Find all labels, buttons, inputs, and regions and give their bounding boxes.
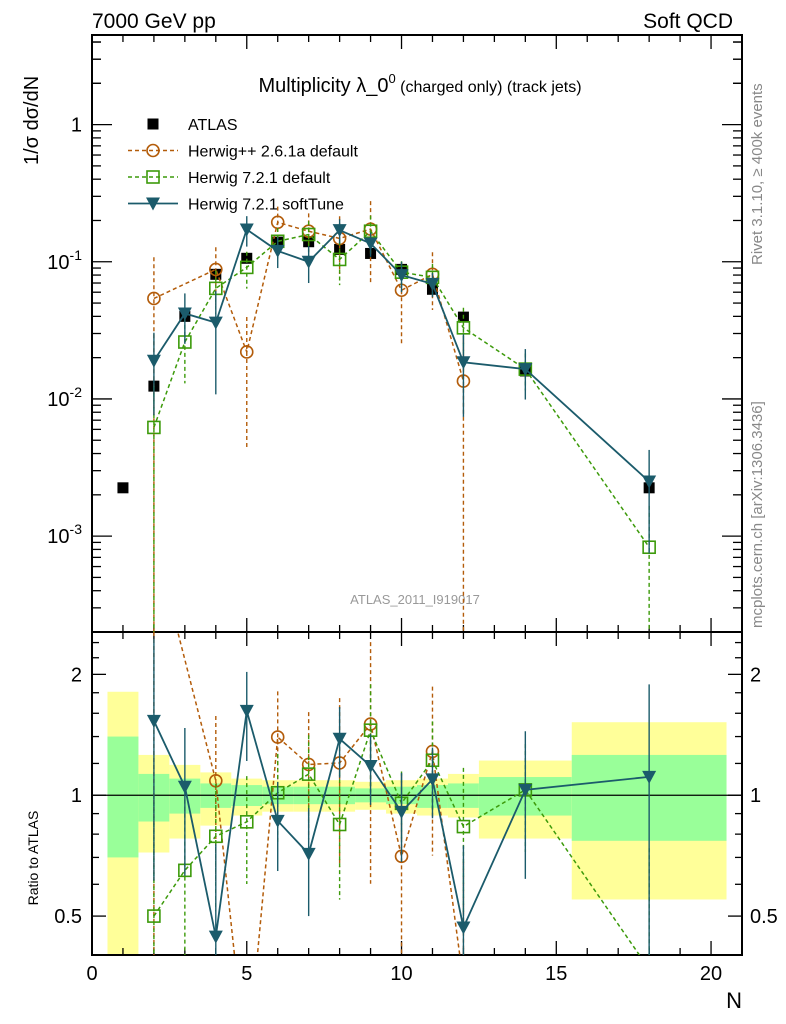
legend-marker [146,143,160,158]
herwig-721-softtune-point [332,224,347,238]
x-tick-label: 5 [241,963,252,985]
x-tick-label: 20 [700,963,722,985]
legend-marker [147,118,159,130]
herwigpp-261a-ratio-point [270,730,285,744]
herwigpp-261a-point [239,345,254,359]
legend-label: Herwig++ 2.6.1a default [188,144,358,161]
herwigpp-261a-ratio-line [176,632,461,955]
header-right: Soft QCD [643,10,733,33]
herwig-721-default-ratio-point [332,817,347,832]
legend-label: ATLAS [188,117,238,134]
herwig-721-softtune-ratio-point [642,770,657,784]
herwig-721-default-point [147,420,161,435]
ratio-y-axis-label: Ratio to ATLAS [25,811,41,906]
side-label-mcplots: mcplots.cern.ch [arXiv:1306.3436] [749,401,766,628]
herwig-721-softtune-ratio-point [177,780,192,794]
herwig-721-softtune-point [270,244,285,258]
herwig-721-softtune-point [394,269,409,283]
herwig-721-softtune-point [208,316,223,330]
herwig-721-default-point [456,321,471,335]
herwig-721-softtune-ratio-point [425,773,440,787]
chart-title-sup: 0 [388,71,395,86]
herwig-721-default-ratio-point [301,767,316,781]
chart-title: Multiplicity λ_00 (charged only) (track … [258,71,581,97]
herwig-721-softtune-ratio-point [363,759,378,773]
ratio-y-tick-label-right: 0.5 [750,906,778,928]
herwig-721-default-ratio-point [239,815,254,829]
herwig-721-softtune-ratio-point [394,805,409,819]
herwigpp-261a-point [147,291,161,306]
herwigpp-261a-point [270,215,285,230]
atlas-data-point [117,482,129,494]
herwig-721-default-point [239,260,254,275]
chart-title-main: Multiplicity λ_0 [258,75,388,97]
chart-title-rest: (charged only) (track jets) [396,79,582,96]
herwig-721-default-ratio-point [147,909,161,923]
herwig-721-softtune-ratio-point [270,814,285,828]
herwig-721-softtune-point [301,255,316,269]
y-tick-label: 1 [71,115,82,137]
ratio-y-tick-label: 0.5 [54,906,82,928]
herwig-721-softtune-ratio-point [146,714,161,728]
herwigpp-261a-line [153,221,465,382]
ratio-bands [107,691,727,955]
herwig-721-softtune-ratio-point [518,783,533,797]
herwig-721-softtune-point [456,356,471,370]
herwig-721-softtune-point [363,237,378,251]
herwig-721-default-point [301,227,316,242]
herwig-721-softtune-point [146,354,161,368]
herwig-721-default-ratio-point [209,829,223,844]
herwigpp-261a-point [209,262,223,277]
side-label-rivet: Rivet 3.1.10, ≥ 400k events [749,83,766,265]
herwig-721-softtune-point [518,363,533,377]
header-left: 7000 GeV pp [92,10,216,33]
ratio-y-tick-label: 2 [71,664,82,686]
x-tick-label: 15 [545,963,567,985]
atlas-data-point [241,252,253,264]
ratio-y-tick-label-right: 2 [750,664,761,686]
ratio-plot-frame [91,631,743,956]
analysis-id: ATLAS_2011_I919017 [350,592,480,607]
herwig-721-softtune-point [239,223,254,237]
herwig-721-softtune-point [177,307,192,321]
legend-marker [146,170,160,184]
herwig-721-softtune-point [425,277,440,291]
ratio-y-tick-label: 1 [71,785,82,807]
legend: ATLAS Herwig++ 2.6.1a default Herwig 7.2.1… [128,117,358,214]
y-tick-label: 10-2 [47,384,82,411]
herwig-721-softtune-point [642,475,657,489]
legend-marker [146,197,160,211]
x-tick-label: 0 [86,963,97,985]
x-tick-label: 10 [390,963,412,985]
y-axis-label: 1/σ dσ/dN [21,76,43,165]
herwig-721-softtune-ratio-point [332,732,347,746]
herwig-721-softtune-ratio-point [456,921,471,935]
data-marks [117,201,657,955]
y-tick-label: 10-3 [47,521,82,548]
herwig-721-default-point [332,252,347,267]
herwig-721-softtune-ratio-point [301,847,316,861]
legend-label: Herwig 7.2.1 softTune [188,197,344,214]
legend-label: Herwig 7.2.1 default [188,170,331,187]
y-tick-label: 10-1 [47,247,82,274]
herwig-721-softtune-ratio-point [239,704,254,718]
herwig-721-softtune-ratio-point [208,930,223,944]
x-axis-label: N [726,988,742,1013]
stat-uncertainty-band [107,736,139,858]
herwig-721-default-ratio-point [456,819,471,834]
ratio-y-tick-label-right: 1 [750,785,761,807]
